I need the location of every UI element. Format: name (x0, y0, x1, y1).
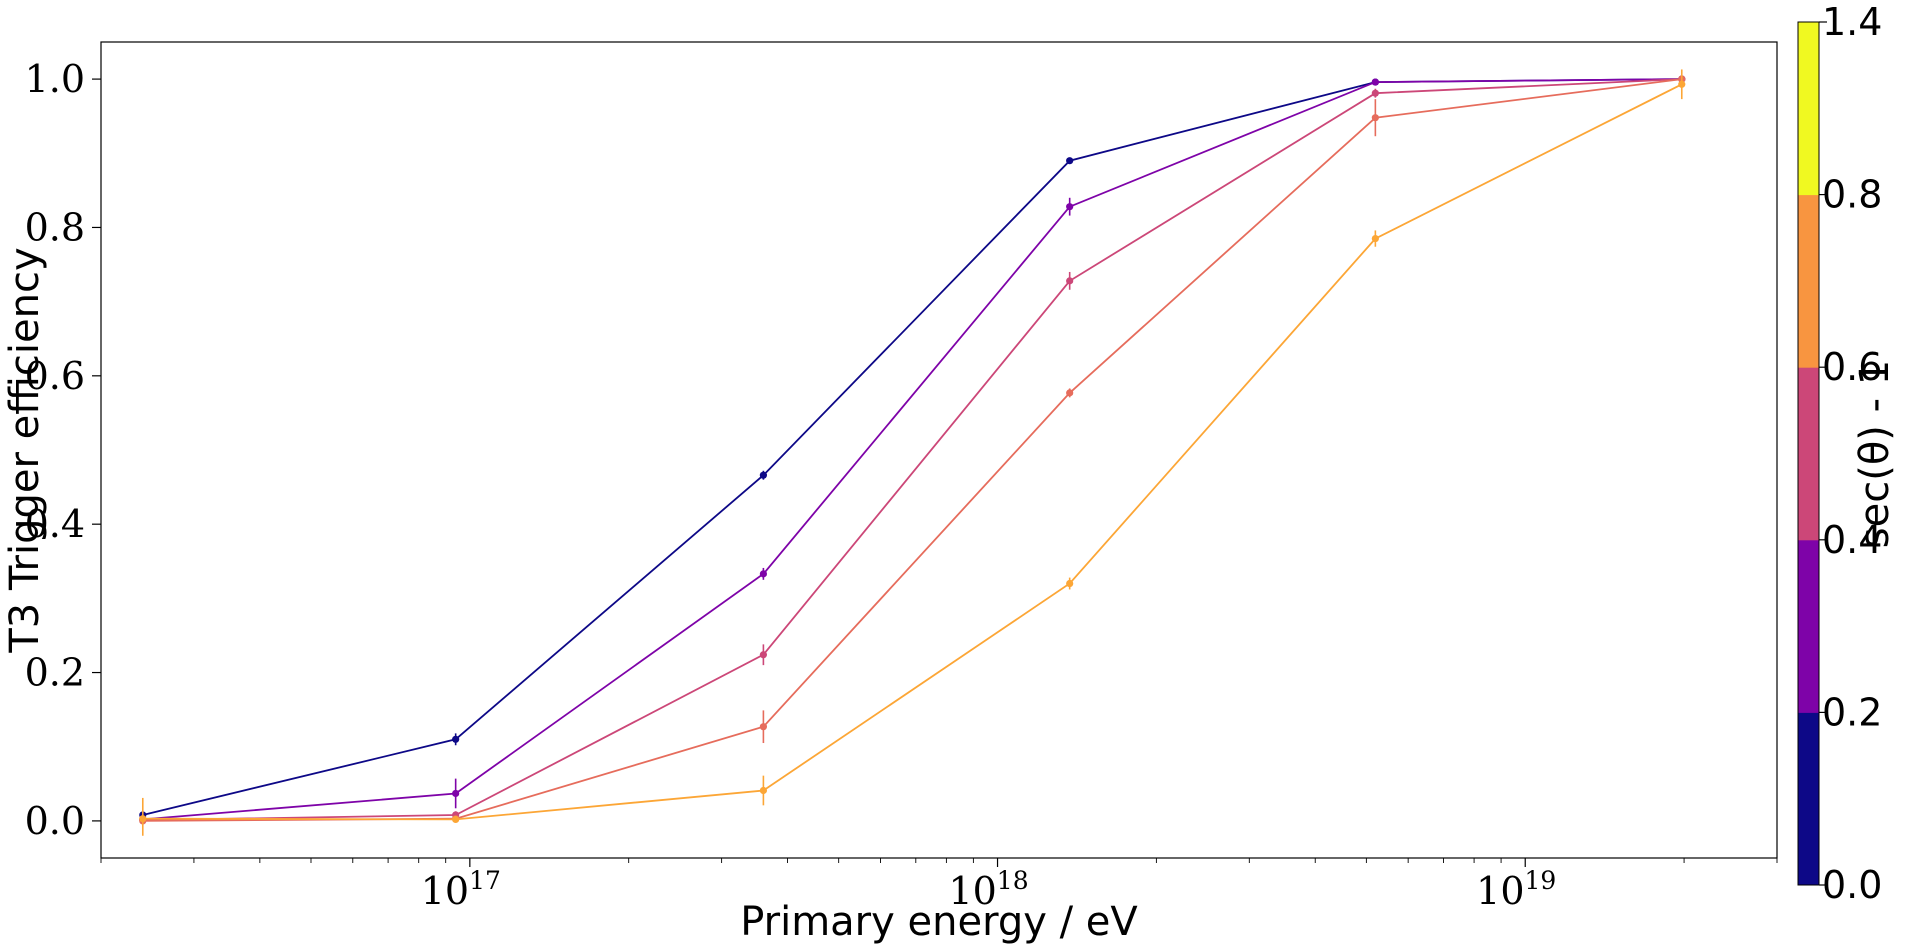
series-5-line (142, 83, 1683, 821)
y-tick-label: 1.0 (25, 57, 85, 101)
data-point (139, 815, 147, 823)
y-tick-label: 0.2 (25, 651, 85, 695)
colorbar-tick-label: 0.8 (1822, 173, 1882, 217)
colorbar-segment (1798, 194, 1819, 368)
plot-frame (100, 41, 1778, 859)
x-axis: 1017 1018 1019 (100, 858, 1778, 913)
colorbar-tick-label: 0.0 (1822, 863, 1882, 907)
colorbar-segment (1798, 712, 1819, 886)
colorbar-tick-label: 0.2 (1822, 690, 1882, 734)
data-point (1678, 80, 1686, 88)
colorbar-segment (1798, 367, 1819, 541)
data-point (759, 471, 767, 479)
y-tick-label: 0.6 (25, 354, 85, 398)
x-tick-label: 1017 (421, 866, 501, 913)
colorbar-tick-label: 0.6 (1822, 345, 1882, 389)
x-tick-label: 1018 (948, 866, 1028, 913)
y-tick-label: 0.8 (25, 205, 85, 249)
data-point (759, 570, 767, 578)
data-point (759, 723, 767, 731)
colorbar-tick-label: 0.4 (1822, 518, 1882, 562)
data-point (1371, 114, 1379, 122)
data-point (1066, 277, 1074, 285)
colorbar: 0.0 0.2 0.4 0.6 0.8 1.4 (1797, 0, 1882, 907)
colorbar-frame (1797, 21, 1820, 886)
series-1-line (142, 78, 1682, 816)
colorbar-segment (1798, 539, 1819, 713)
y-tick-label: 0.4 (25, 502, 85, 546)
colorbar-segment (1798, 22, 1819, 196)
data-point (1066, 389, 1074, 397)
y-axis-label: T3 Trigger efficiency (2, 247, 48, 653)
data-point (759, 786, 767, 795)
data-point (1066, 157, 1074, 165)
series-3-line (142, 78, 1682, 822)
data-point (1371, 234, 1379, 243)
x-axis-label: Primary energy / eV (740, 899, 1138, 945)
series-4-line (142, 78, 1682, 822)
x-tick-label: 1019 (1476, 866, 1556, 913)
data-point (1371, 89, 1379, 97)
series-2-line (142, 78, 1682, 821)
series-layer (139, 69, 1686, 836)
data-point (1066, 203, 1074, 211)
y-axis: 0.0 0.2 0.4 0.6 0.8 1.0 (25, 57, 101, 843)
data-point (1371, 78, 1379, 86)
data-point (759, 651, 767, 659)
data-point (1066, 579, 1074, 588)
data-point (452, 735, 460, 743)
colorbar-tick-label: 1.4 (1822, 0, 1882, 44)
data-point (452, 815, 460, 824)
colorbar-label: sec(θ) - 1 (1852, 360, 1898, 548)
data-point (452, 789, 460, 798)
y-tick-label: 0.0 (25, 799, 85, 843)
